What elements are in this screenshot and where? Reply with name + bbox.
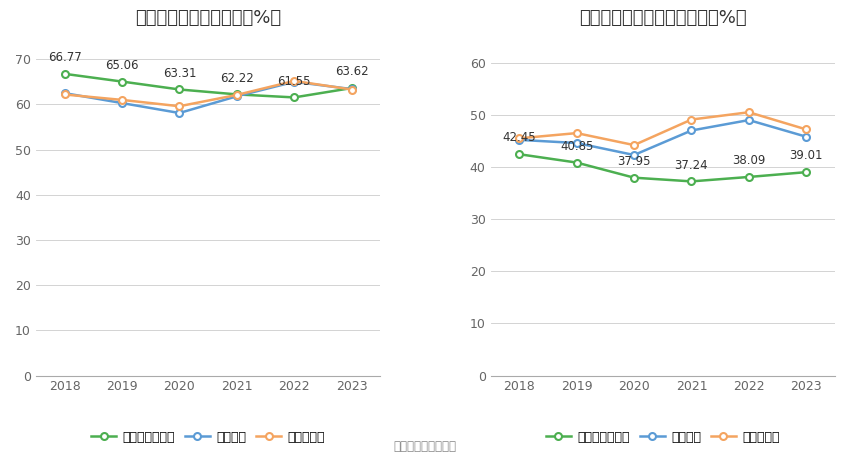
Text: 37.95: 37.95 [617, 155, 651, 168]
Text: 63.62: 63.62 [335, 65, 368, 78]
Text: 65.06: 65.06 [105, 59, 139, 72]
Text: 40.85: 40.85 [560, 140, 593, 153]
Text: 62.22: 62.22 [220, 71, 253, 85]
Text: 42.45: 42.45 [502, 131, 536, 144]
Text: 61.55: 61.55 [277, 75, 311, 87]
Text: 37.24: 37.24 [675, 158, 708, 172]
Text: 66.77: 66.77 [48, 51, 82, 64]
Legend: 公司资产负债率, 行业均值, 行业中位数: 公司资产负债率, 行业均值, 行业中位数 [86, 426, 330, 449]
Text: 63.31: 63.31 [162, 67, 196, 80]
Text: 39.01: 39.01 [790, 149, 823, 163]
Title: 近年来有息资产负债率情况（%）: 近年来有息资产负债率情况（%） [579, 9, 746, 27]
Title: 近年来资产负债率情况（%）: 近年来资产负债率情况（%） [135, 9, 281, 27]
Legend: 有息资产负债率, 行业均值, 行业中位数: 有息资产负债率, 行业均值, 行业中位数 [541, 426, 785, 449]
Text: 数据来源：恒生聚源: 数据来源：恒生聚源 [394, 441, 456, 453]
Text: 38.09: 38.09 [732, 154, 766, 167]
